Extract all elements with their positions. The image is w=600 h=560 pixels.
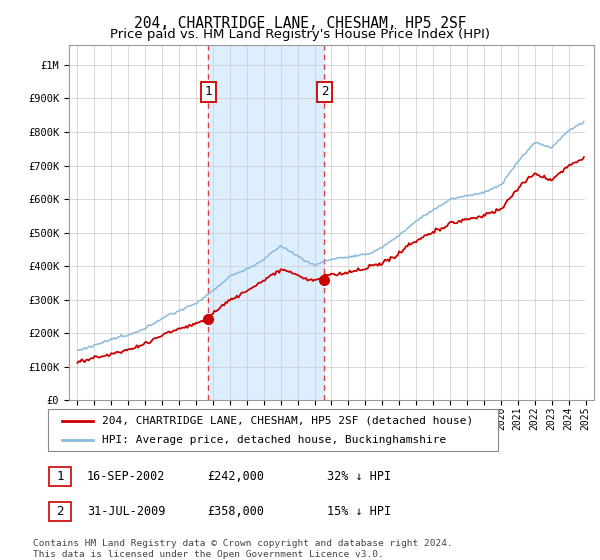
Text: This data is licensed under the Open Government Licence v3.0.: This data is licensed under the Open Gov… xyxy=(33,550,384,559)
Bar xyxy=(208,45,325,400)
FancyBboxPatch shape xyxy=(49,467,71,486)
FancyBboxPatch shape xyxy=(49,502,71,521)
Text: 2: 2 xyxy=(56,505,64,518)
Text: £358,000: £358,000 xyxy=(207,505,264,518)
Text: HPI: Average price, detached house, Buckinghamshire: HPI: Average price, detached house, Buck… xyxy=(102,435,446,445)
Text: 1: 1 xyxy=(204,85,212,98)
Text: 15% ↓ HPI: 15% ↓ HPI xyxy=(327,505,391,518)
Text: 204, CHARTRIDGE LANE, CHESHAM, HP5 2SF: 204, CHARTRIDGE LANE, CHESHAM, HP5 2SF xyxy=(134,16,466,31)
Text: 32% ↓ HPI: 32% ↓ HPI xyxy=(327,470,391,483)
FancyBboxPatch shape xyxy=(48,409,498,451)
Text: 16-SEP-2002: 16-SEP-2002 xyxy=(87,470,166,483)
Text: 31-JUL-2009: 31-JUL-2009 xyxy=(87,505,166,518)
Text: 2: 2 xyxy=(320,85,328,98)
Text: 1: 1 xyxy=(56,470,64,483)
Text: 204, CHARTRIDGE LANE, CHESHAM, HP5 2SF (detached house): 204, CHARTRIDGE LANE, CHESHAM, HP5 2SF (… xyxy=(102,416,473,426)
Bar xyxy=(584,45,594,400)
Text: £242,000: £242,000 xyxy=(207,470,264,483)
Text: Price paid vs. HM Land Registry's House Price Index (HPI): Price paid vs. HM Land Registry's House … xyxy=(110,28,490,41)
Text: Contains HM Land Registry data © Crown copyright and database right 2024.: Contains HM Land Registry data © Crown c… xyxy=(33,539,453,548)
